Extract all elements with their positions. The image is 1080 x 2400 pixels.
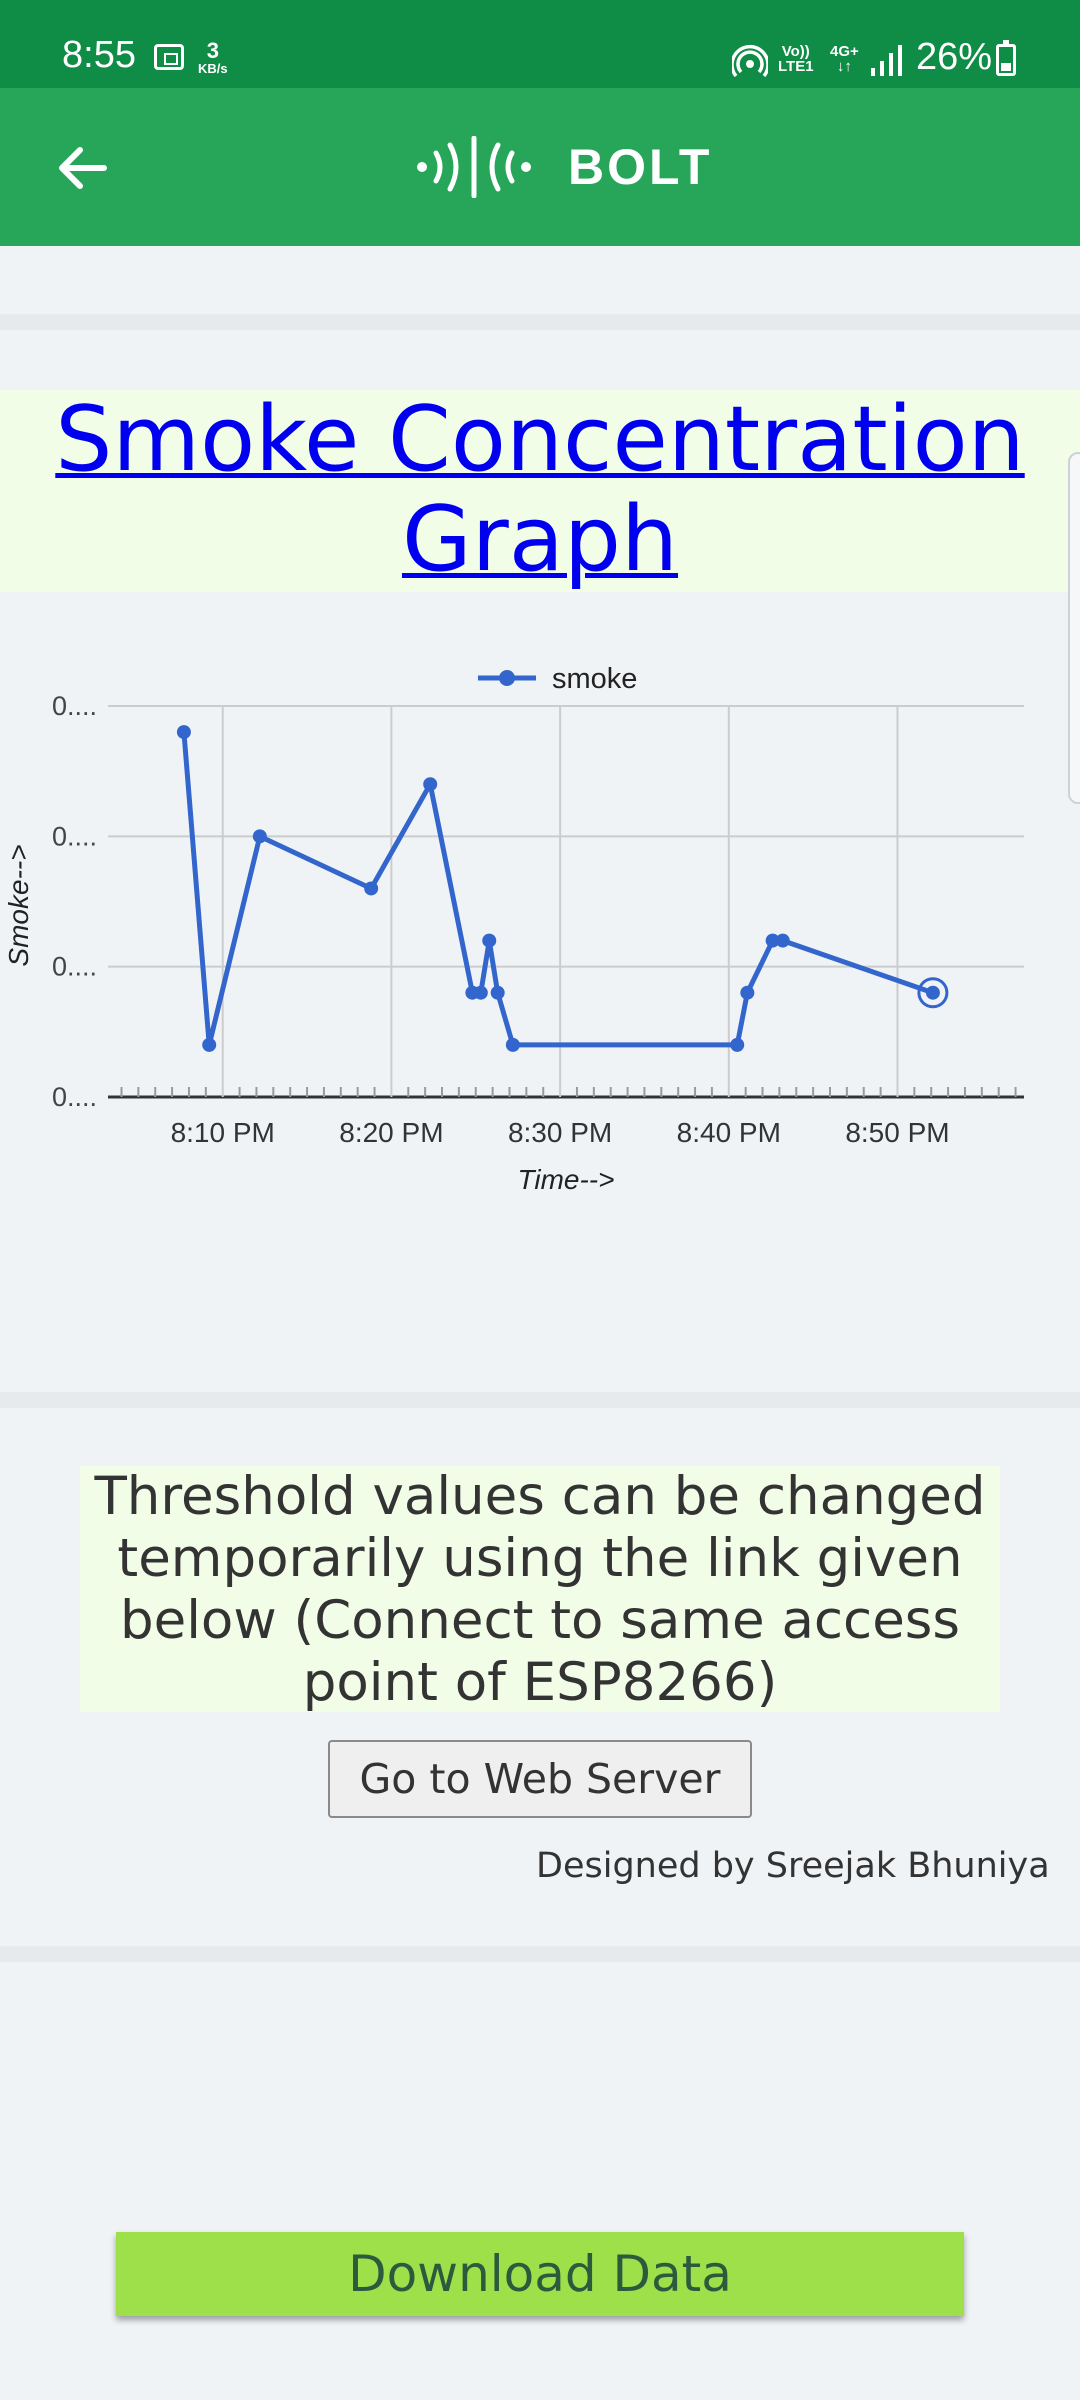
- battery-percent: 26%: [916, 36, 993, 78]
- section-divider: [0, 1946, 1080, 1962]
- data-point: [730, 1037, 745, 1052]
- status-time: 8:55: [62, 34, 136, 76]
- data-point: [740, 985, 755, 1000]
- designed-by-text: Designed by Sreejak Bhuniya: [536, 1846, 1050, 1886]
- legend-label: smoke: [552, 663, 637, 695]
- app-bar: BOLT: [0, 88, 1080, 246]
- y-tick-label: 0....: [52, 821, 97, 851]
- scrollbar-thumb[interactable]: [1068, 452, 1080, 804]
- x-tick-label: 8:10 PM: [171, 1117, 275, 1148]
- bolt-logo-icon: [417, 136, 531, 198]
- page-title-link[interactable]: Smoke Concentration Graph: [55, 387, 1025, 592]
- screen-record-icon: [154, 44, 184, 70]
- legend-marker: [499, 670, 515, 686]
- x-tick-label: 8:40 PM: [677, 1117, 781, 1148]
- data-point: [925, 985, 940, 1000]
- network-type-indicator: 4G+ ↓↑: [830, 43, 859, 75]
- x-axis-title: Time-->: [518, 1164, 615, 1195]
- data-point: [775, 933, 790, 948]
- data-point: [176, 725, 191, 740]
- bolt-logo: BOLT: [412, 132, 712, 202]
- back-arrow-icon[interactable]: [54, 140, 110, 196]
- y-tick-label: 0....: [52, 1082, 97, 1112]
- smoke-chart-svg: 0.... 0.... 0.... 0.... 8:10 PM 8:20 PM 8:30 P…: [3, 663, 1024, 1195]
- hotspot-icon: [732, 45, 768, 78]
- smoke-chart: 0.... 0.... 0.... 0.... 8:10 PM 8:20 PM 8:30 P…: [0, 650, 1080, 1210]
- network-speed-unit: KB/s: [198, 61, 228, 76]
- data-point: [490, 985, 505, 1000]
- volte-indicator: Vo)) LTE1: [778, 43, 814, 75]
- data-point-highlight: [917, 977, 949, 1009]
- data-point: [423, 777, 438, 792]
- series-line: [181, 731, 934, 1048]
- data-point: [252, 829, 267, 844]
- data-point: [364, 881, 379, 896]
- data-point: [505, 1037, 520, 1052]
- data-point: [202, 1037, 217, 1052]
- go-to-web-server-button[interactable]: Go to Web Server: [328, 1740, 752, 1818]
- x-tick-label: 8:30 PM: [508, 1117, 612, 1148]
- section-divider: [0, 1392, 1080, 1408]
- threshold-info-text: Threshold values can be changed temporar…: [80, 1466, 1000, 1713]
- signal-strength-icon: [871, 45, 902, 76]
- title-panel: Smoke Concentration Graph: [0, 390, 1080, 592]
- network-speed: 3 KB/s: [198, 38, 228, 76]
- y-tick-label: 0....: [52, 952, 97, 982]
- data-point: [482, 933, 497, 948]
- y-tick-label: 0....: [52, 691, 97, 721]
- bolt-logo-text: BOLT: [568, 139, 713, 195]
- data-point: [765, 933, 780, 948]
- network-speed-value: 3: [206, 38, 219, 63]
- battery-charging-icon: [996, 40, 1016, 76]
- download-data-button[interactable]: Download Data: [116, 2232, 964, 2316]
- data-point: [473, 985, 488, 1000]
- x-tick-label: 8:20 PM: [339, 1117, 443, 1148]
- status-bar: 8:55 3 KB/s Vo)) LTE1 4G+ ↓↑ 26%: [0, 0, 1080, 88]
- y-axis-title: Smoke-->: [3, 844, 34, 966]
- section-divider: [0, 314, 1080, 330]
- x-tick-label: 8:50 PM: [845, 1117, 949, 1148]
